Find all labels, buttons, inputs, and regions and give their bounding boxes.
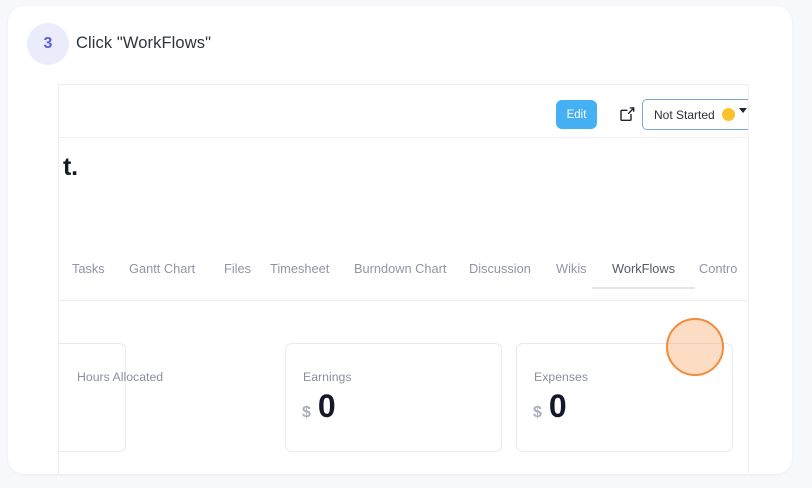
tab-burndown-chart[interactable]: Burndown Chart [354,261,447,276]
tab-wikis[interactable]: Wikis [556,261,587,276]
status-dot-icon [721,108,735,121]
status-label: Not Started [654,107,715,122]
stat-card-hours-allocated: Hours Allocated [59,343,163,452]
tab-files[interactable]: Files [224,261,252,276]
stat-card-label: Expenses [534,370,589,384]
chevron-down-icon [738,107,747,113]
tab-gantt-chart[interactable]: Gantt Chart [129,261,196,276]
currency-symbol: $ [302,404,311,421]
step-number: 3 [43,35,53,52]
tab-contro[interactable]: Contro [699,261,738,276]
stat-card-value: $ 0 [533,390,567,422]
tab-timesheet[interactable]: Timesheet [270,261,330,276]
step-instruction-text: Click "WorkFlows" [76,34,212,52]
stat-card-label: Hours Allocated [77,370,164,384]
stat-card-earnings: Earnings $ 0 [285,343,502,452]
tab-discussion[interactable]: Discussion [469,261,531,276]
compose-edit-icon[interactable] [618,105,636,123]
stat-cards-row: Hours Allocated Earnings $ 0 Expenses $ … [59,343,748,461]
step-number-badge: 3 [27,23,69,65]
stat-amount: 0 [548,388,567,424]
currency-symbol: $ [533,404,542,421]
step-header: 3 Click "WorkFlows" [8,6,792,78]
stat-amount: 0 [317,388,336,424]
stat-card-expenses: Expenses $ 0 [516,343,733,452]
edit-button[interactable]: Edit [556,100,597,129]
status-dropdown[interactable]: Not Started [642,99,748,130]
tab-tasks[interactable]: Tasks [72,261,105,276]
screenshot-card: 3 Click "WorkFlows" Edit Not Started [8,6,792,474]
stat-card-value: $ 0 [302,390,336,422]
tab-workflows[interactable]: WorkFlows [591,261,696,289]
stat-card-label: Earnings [303,370,352,384]
tab-bar: Tasks Gantt Chart Files Timesheet Burndown C… [59,253,748,301]
page-title: t. [63,153,78,181]
app-panel: Edit Not Started t. Tasks Gantt Chart File… [58,84,749,474]
panel-toolbar: Edit Not Started [59,90,748,138]
